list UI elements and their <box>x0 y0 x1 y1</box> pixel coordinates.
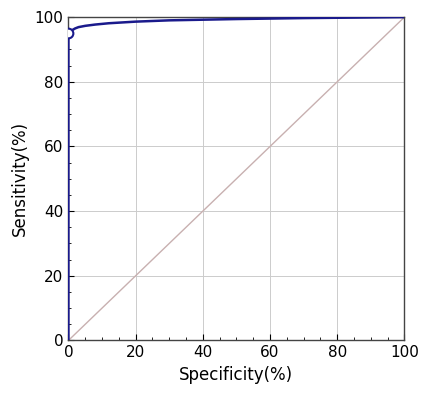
Y-axis label: Sensitivity(%): Sensitivity(%) <box>11 121 29 236</box>
X-axis label: Specificity(%): Specificity(%) <box>179 366 294 384</box>
